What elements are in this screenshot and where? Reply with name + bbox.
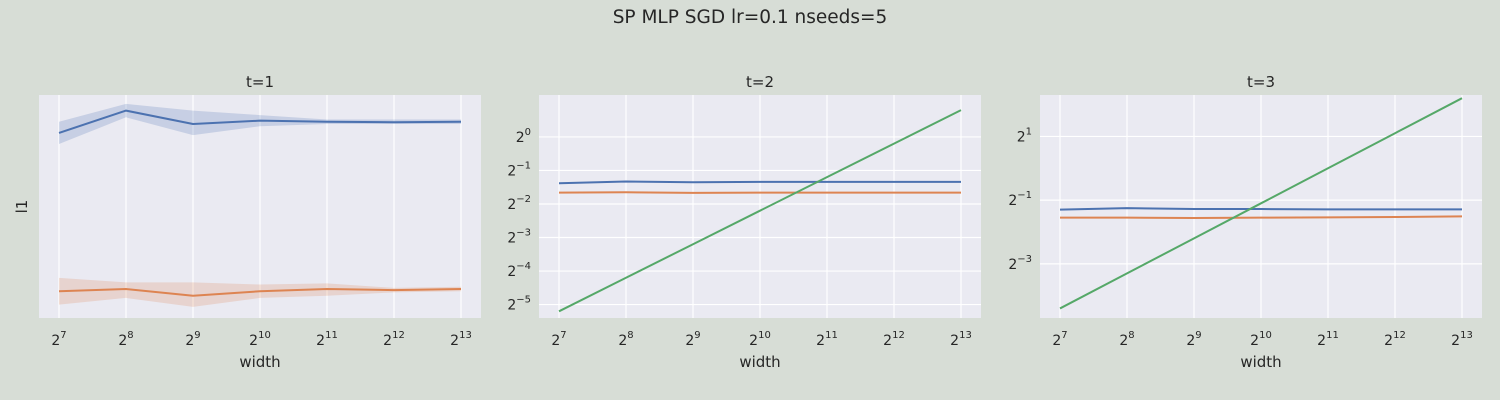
series-1-line xyxy=(58,109,462,134)
x-tick-label: 213 xyxy=(950,330,972,349)
series-2-confidence-band xyxy=(59,277,461,307)
series-3-line xyxy=(1059,97,1463,310)
x-tick-label: 29 xyxy=(185,330,200,349)
x-tick-label: 212 xyxy=(883,330,905,349)
chart-panel-3: 27 28 29 210 211 212 213 21 2−1 2−3 t=3 width xyxy=(1008,73,1482,371)
figure-title: SP MLP SGD lr=0.1 nseeds=5 xyxy=(613,7,888,28)
x-tick-label: 211 xyxy=(816,330,838,349)
series-1-line xyxy=(1059,207,1462,211)
chart-panel-2: 27 28 29 210 211 212 213 20 2−1 2−2 2−3 2−4 2−5 t=2 wi… xyxy=(507,73,981,371)
x-tick-label: 213 xyxy=(450,330,472,349)
x-tick-label: 28 xyxy=(1119,330,1134,349)
x-axis-label: width xyxy=(239,353,280,371)
series-3-line xyxy=(558,109,962,313)
x-tick-label: 210 xyxy=(749,330,771,349)
x-tick-label: 27 xyxy=(51,330,66,349)
x-tick-label: 212 xyxy=(1384,330,1406,349)
x-tick-label: 29 xyxy=(685,330,700,349)
y-tick-label: 2−4 xyxy=(507,261,531,280)
y-tick-label: 2−1 xyxy=(507,160,531,179)
x-tick-label: 210 xyxy=(1250,330,1272,349)
y-tick-label: 20 xyxy=(516,127,531,146)
y-axis-label: l1 xyxy=(13,200,31,214)
x-axis-label: width xyxy=(739,353,780,371)
x-tick-label: 213 xyxy=(1451,330,1473,349)
series-2-line xyxy=(558,191,961,194)
x-tick-label: 212 xyxy=(383,330,405,349)
x-tick-label: 211 xyxy=(316,330,338,349)
chart-panel-1: 27 28 29 210 211 212 213 t=1 width l1 xyxy=(13,73,481,371)
x-tick-label: 210 xyxy=(249,330,271,349)
panel-title: t=3 xyxy=(1247,73,1275,91)
y-tick-label: 2−3 xyxy=(1008,254,1032,273)
panel-title: t=1 xyxy=(246,73,274,91)
series-2-line xyxy=(1060,215,1463,219)
series-1-confidence-band xyxy=(59,103,461,145)
y-tick-label: 2−3 xyxy=(507,228,531,247)
y-tick-label: 21 xyxy=(1017,126,1032,145)
y-tick-label: 2−5 xyxy=(507,295,531,314)
y-tick-label: 2−2 xyxy=(507,194,531,213)
x-tick-label: 27 xyxy=(1052,330,1067,349)
x-axis-label: width xyxy=(1240,353,1281,371)
x-tick-label: 211 xyxy=(1317,330,1339,349)
x-tick-label: 28 xyxy=(618,330,633,349)
series-1-line xyxy=(558,180,961,185)
x-tick-label: 27 xyxy=(551,330,566,349)
x-tick-label: 29 xyxy=(1186,330,1201,349)
x-tick-label: 28 xyxy=(118,330,133,349)
y-tick-label: 2−1 xyxy=(1008,190,1032,209)
panel-title: t=2 xyxy=(746,73,774,91)
series-2-line xyxy=(58,288,462,297)
